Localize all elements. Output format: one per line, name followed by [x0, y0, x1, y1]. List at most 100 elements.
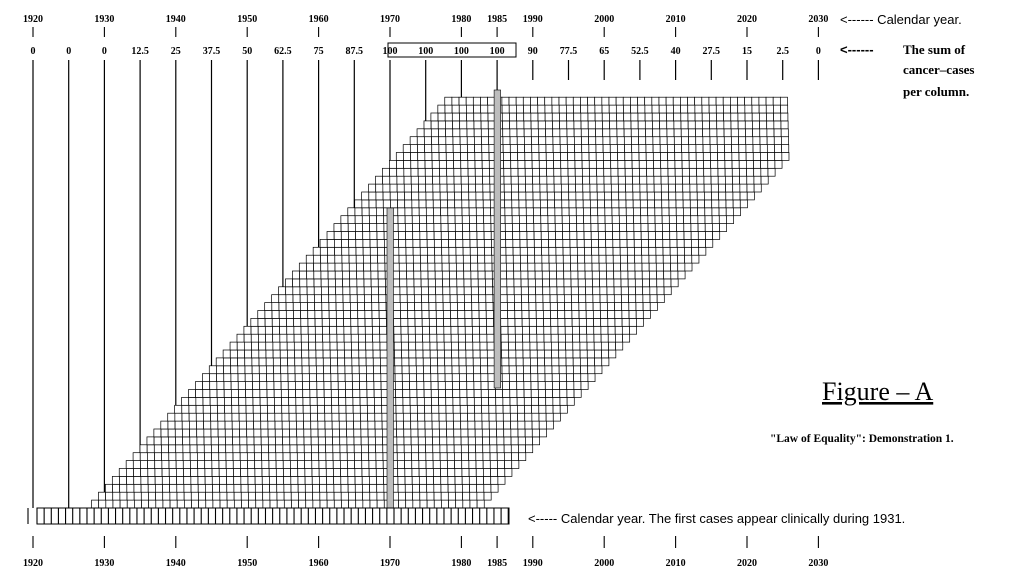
grid-cell — [480, 365, 489, 375]
grid-cell — [752, 144, 761, 153]
grid-cell — [580, 365, 589, 375]
grid-cell — [350, 310, 359, 319]
grid-cell — [445, 404, 454, 414]
grid-cell — [556, 278, 565, 288]
grid-cell — [432, 191, 441, 201]
grid-cell — [429, 341, 438, 351]
grid-cell — [376, 239, 385, 248]
grid-cell — [765, 96, 774, 106]
grid-cell — [477, 278, 486, 288]
grid-cell — [701, 96, 710, 106]
grid-cell — [508, 349, 517, 359]
grid-cell — [197, 452, 205, 461]
grid-cell — [195, 389, 204, 398]
grid-cell — [393, 325, 402, 335]
grid-cell — [633, 207, 641, 217]
grid-cell — [507, 310, 516, 319]
grid-cell — [760, 152, 768, 161]
grid-cell — [496, 452, 505, 461]
grid-cell — [573, 136, 582, 145]
grid-cell — [298, 262, 307, 272]
grid-cell — [254, 452, 262, 461]
grid-cell — [410, 420, 419, 430]
grid-cell — [503, 183, 512, 193]
grid-cell — [411, 183, 419, 193]
grid-cell — [532, 175, 541, 185]
grid-cell — [347, 207, 356, 217]
grid-cell — [488, 397, 497, 406]
grid-cell — [352, 397, 361, 406]
grid-cell — [424, 136, 432, 145]
grid-cell — [412, 239, 421, 248]
grid-cell — [250, 318, 259, 327]
grid-cell — [524, 412, 533, 422]
grid-cell — [253, 436, 262, 446]
grid-cell — [537, 381, 546, 390]
grid-cell — [485, 302, 494, 311]
grid-cell — [586, 318, 594, 327]
grid-cell — [361, 191, 370, 201]
grid-cell — [460, 420, 469, 430]
grid-cell — [269, 476, 277, 485]
grid-cell — [703, 167, 712, 177]
grid-cell — [91, 499, 100, 509]
grid-cell — [259, 381, 268, 390]
grid-cell — [479, 333, 488, 343]
grid-cell — [418, 460, 427, 469]
grid-cell — [592, 286, 601, 296]
grid-cell — [712, 223, 720, 232]
grid-cell — [563, 262, 571, 272]
grid-cell — [537, 373, 546, 382]
grid-cell — [725, 199, 734, 209]
grid-cell — [731, 152, 740, 161]
grid-cell — [319, 239, 328, 248]
grid-cell — [615, 96, 624, 106]
grid-cell — [599, 286, 608, 296]
grid-cell — [368, 191, 377, 201]
grid-cell — [208, 365, 217, 375]
grid-cell — [438, 397, 447, 406]
grid-cell — [516, 397, 525, 406]
grid-cell — [673, 104, 681, 114]
grid-cell — [637, 104, 646, 114]
grid-cell — [285, 302, 294, 311]
grid-cell — [687, 120, 696, 130]
grid-cell — [262, 499, 271, 509]
grid-cell — [536, 341, 545, 351]
sum-value: 12.5 — [131, 46, 149, 57]
grid-cell — [529, 341, 538, 351]
grid-cell — [760, 167, 769, 177]
grid-cell — [426, 491, 435, 501]
grid-cell — [397, 191, 405, 201]
grid-cell — [652, 152, 661, 161]
grid-cell — [531, 144, 540, 153]
grid-cell — [573, 365, 581, 375]
grid-cell — [290, 476, 299, 485]
grid-cell — [583, 207, 591, 217]
grid-cell — [717, 160, 726, 169]
grid-cell — [594, 357, 603, 367]
grid-cell — [332, 428, 340, 438]
grid-cell — [630, 128, 639, 138]
grid-cell — [483, 468, 491, 477]
grid-cell — [674, 167, 683, 177]
grid-cell — [503, 175, 512, 185]
grid-cell — [402, 397, 411, 406]
grid-cell — [418, 468, 427, 477]
grid-cell — [412, 483, 420, 493]
grid-cell — [183, 491, 192, 501]
grid-cell — [283, 483, 292, 493]
grid-cell — [608, 104, 617, 114]
grid-cell — [613, 262, 621, 272]
grid-cell — [469, 215, 477, 224]
grid-cell — [717, 152, 726, 161]
grid-cell — [619, 231, 628, 240]
grid-cell — [579, 341, 588, 351]
grid-cell — [196, 420, 204, 430]
grid-cell — [573, 389, 582, 398]
grid-cell — [501, 341, 509, 351]
grid-cell — [501, 349, 510, 359]
grid-cell — [223, 365, 232, 375]
grid-cell — [637, 96, 646, 106]
grid-cell — [216, 389, 225, 398]
